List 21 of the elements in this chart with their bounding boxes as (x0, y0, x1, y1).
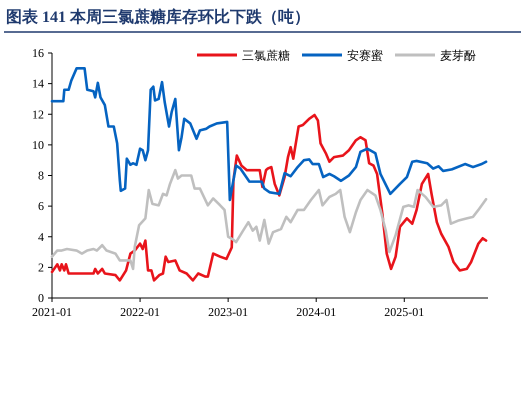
y-tick-label: 14 (32, 76, 44, 91)
x-tick-label: 2021-01 (32, 305, 72, 319)
legend-label: 三氯蔗糖 (242, 48, 290, 62)
y-tick-label: 10 (32, 138, 44, 152)
chart-title: 图表 141 本周三氯蔗糖库存环比下跌（吨） (6, 8, 310, 26)
x-tick-label: 2025-01 (384, 305, 424, 319)
y-tick-label: 16 (32, 46, 44, 60)
x-tick-label: 2023-01 (208, 305, 248, 319)
legend-label: 麦芽酚 (440, 48, 476, 62)
x-tick-label: 2024-01 (296, 305, 336, 319)
y-tick-label: 12 (32, 107, 44, 122)
y-tick-label: 6 (38, 199, 44, 214)
line-series (50, 114, 488, 282)
line-series (50, 67, 488, 202)
y-tick-label: 2 (38, 260, 44, 274)
line-series (50, 168, 488, 270)
legend-label: 安赛蜜 (347, 48, 383, 62)
y-tick-label: 0 (38, 291, 44, 305)
y-tick-label: 8 (38, 168, 44, 182)
y-tick-label: 4 (38, 230, 44, 244)
x-tick-label: 2022-01 (120, 305, 160, 319)
